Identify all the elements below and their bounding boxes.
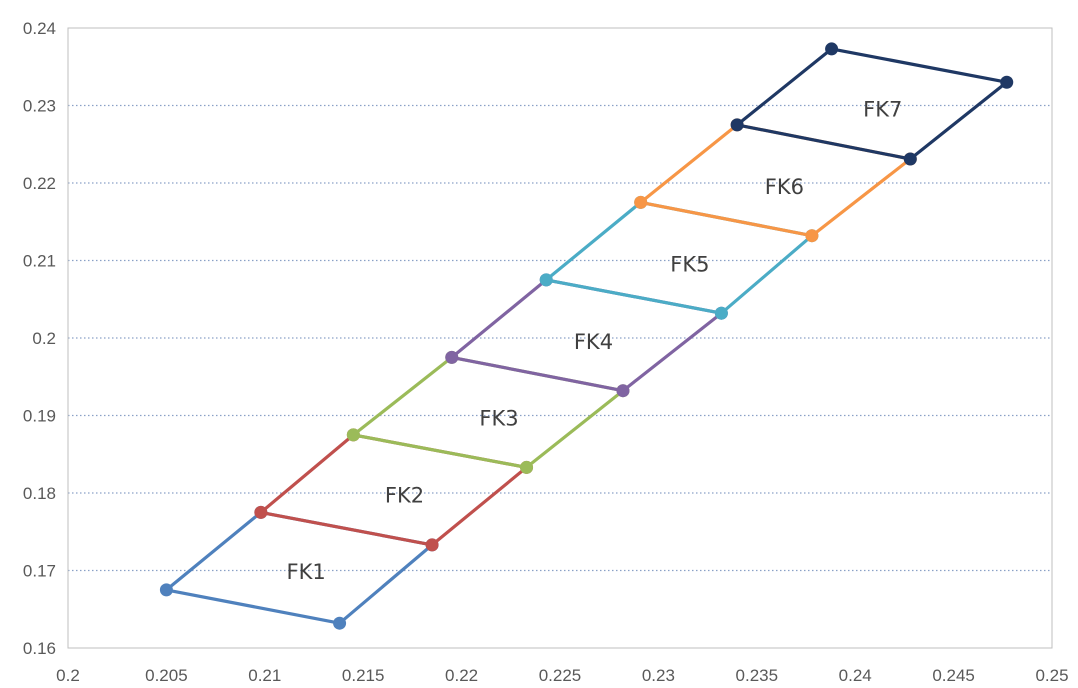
data-point — [445, 350, 459, 364]
y-tick-label: 0.21 — [23, 252, 56, 271]
annotation-label: FK3 — [479, 407, 518, 431]
data-point — [254, 505, 268, 519]
y-tick-label: 0.24 — [23, 19, 56, 38]
series-fk7 — [730, 42, 1014, 166]
data-point — [825, 42, 839, 56]
x-tick-label: 0.24 — [839, 666, 872, 685]
x-tick-label: 0.23 — [642, 666, 675, 685]
plot-area-frame — [67, 27, 1053, 649]
y-tick-label: 0.16 — [23, 639, 56, 658]
y-tick-label: 0.22 — [23, 174, 56, 193]
y-tick-label: 0.18 — [23, 484, 56, 503]
x-tick-label: 0.235 — [736, 666, 779, 685]
data-point — [346, 428, 360, 442]
y-tick-label: 0.2 — [32, 329, 56, 348]
data-point — [539, 273, 553, 287]
annotation-label: FK5 — [670, 252, 709, 276]
x-tick-label: 0.205 — [145, 666, 188, 685]
data-point — [730, 118, 744, 132]
data-point — [805, 229, 819, 243]
data-point — [159, 583, 173, 597]
x-tick-label: 0.225 — [539, 666, 582, 685]
x-tick-label: 0.22 — [445, 666, 478, 685]
data-point — [903, 152, 917, 166]
x-tick-label: 0.21 — [248, 666, 281, 685]
data-point — [634, 195, 648, 209]
x-tick-label: 0.245 — [932, 666, 975, 685]
data-point — [616, 384, 630, 398]
y-tick-label: 0.19 — [23, 407, 56, 426]
annotation-label: FK2 — [385, 483, 424, 507]
annotation-label: FK4 — [574, 330, 613, 354]
annotation-label: FK1 — [287, 560, 326, 584]
data-point — [425, 538, 439, 552]
x-tick-label: 0.215 — [342, 666, 385, 685]
series-layer — [159, 42, 1014, 630]
x-tick-label: 0.25 — [1035, 666, 1068, 685]
annotation-label: FK7 — [863, 97, 902, 121]
data-point — [333, 616, 347, 630]
x-axis-tick-labels: 0.2 0.205 0.21 0.215 0.22 0.225 0.23 0.235 0.24 0… — [56, 666, 1068, 685]
x-tick-label: 0.2 — [56, 666, 80, 685]
data-point — [1000, 75, 1014, 89]
grid-layer — [68, 104, 1052, 572]
data-point — [714, 306, 728, 320]
data-point — [520, 460, 534, 474]
annotation-label: FK6 — [765, 175, 804, 199]
annotation-layer: FK1 FK2 FK3 FK4 FK5 FK6 FK7 — [287, 97, 903, 584]
y-tick-label: 0.23 — [23, 97, 56, 116]
y-tick-label: 0.17 — [23, 562, 56, 581]
y-axis-tick-labels: 0.16 0.17 0.18 0.19 0.2 0.21 0.22 0.23 0.24 — [23, 19, 56, 658]
